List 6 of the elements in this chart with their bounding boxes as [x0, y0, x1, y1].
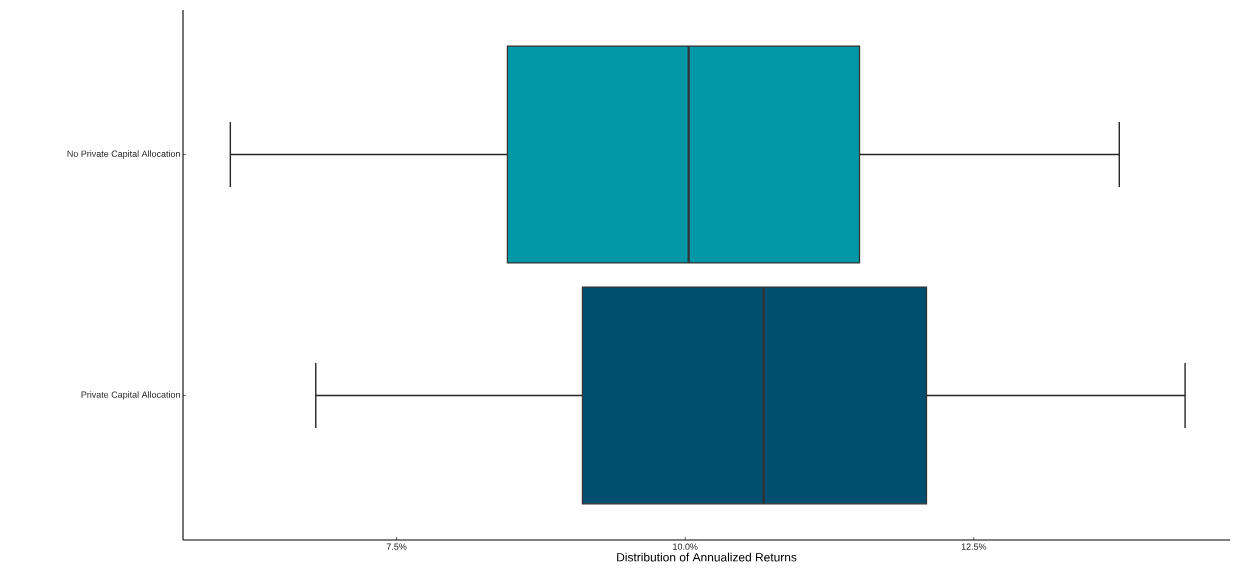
x-axis-title: Distribution of Annualized Returns — [617, 552, 797, 562]
y-tick-label: No Private Capital Allocation — [67, 150, 180, 159]
x-tick-label: 10.0% — [673, 543, 698, 550]
x-tick-label: 12.5% — [961, 543, 987, 550]
y-tick-label: Private Capital Allocation — [81, 391, 180, 400]
x-tick-label: 7.5% — [386, 543, 407, 550]
